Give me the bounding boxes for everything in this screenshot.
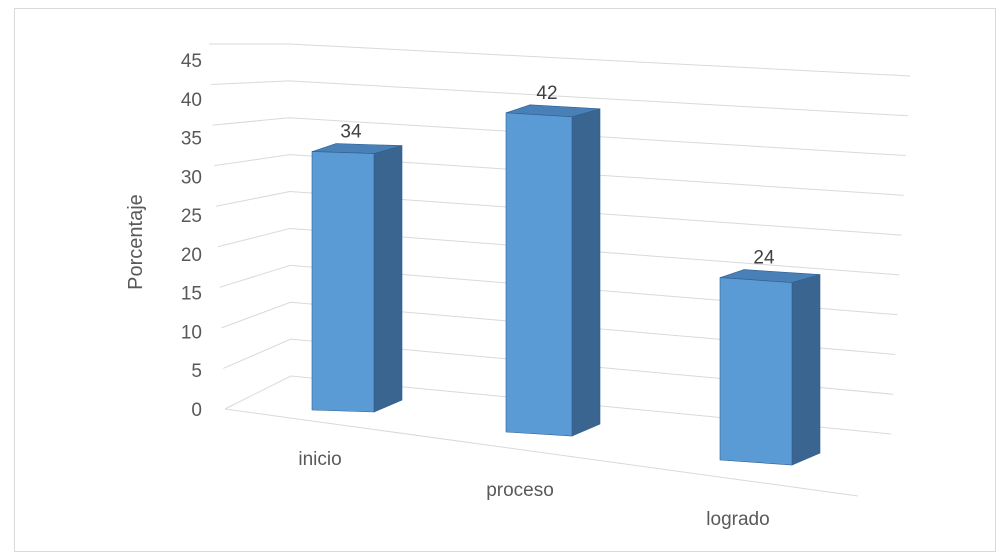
data-label: 42: [536, 83, 557, 104]
category-labels: inicio proceso logrado: [298, 449, 769, 530]
bar-side: [373, 145, 403, 413]
data-label: 34: [340, 122, 362, 143]
gridline: [214, 154, 904, 196]
gridline: [210, 80, 908, 117]
data-labels: 34 42 24: [340, 83, 775, 269]
bar-logrado: [719, 269, 821, 466]
y-tick-label: 20: [181, 245, 202, 266]
bar-side: [791, 274, 821, 466]
y-tick-label: 10: [181, 322, 202, 343]
y-tick-label: 15: [181, 284, 202, 305]
y-tick-label: 35: [181, 129, 202, 150]
y-tick-label: 40: [181, 90, 202, 111]
bar-front: [505, 112, 573, 437]
y-axis-label: Porcentaje: [125, 194, 147, 290]
data-label: 24: [753, 248, 775, 269]
gridlines: [209, 43, 911, 497]
category-label: inicio: [298, 449, 341, 470]
chart-frame: [14, 8, 996, 552]
bar-side: [571, 108, 601, 437]
category-label: proceso: [486, 480, 554, 501]
y-tick-label: 30: [181, 167, 202, 188]
gridline: [217, 227, 900, 276]
y-tick-label: 25: [181, 206, 202, 227]
gridline: [224, 375, 892, 435]
bars: [311, 104, 821, 466]
bar-proceso: [505, 104, 601, 437]
y-axis-ticks: 0 5 10 15 20 25 30 35 40 45: [181, 51, 202, 421]
gridline: [209, 43, 911, 77]
y-tick-label: 5: [191, 361, 202, 382]
y-tick-label: 0: [191, 400, 202, 421]
y-tick-label: 45: [181, 51, 202, 72]
bar-inicio: [311, 143, 403, 413]
gridline: [219, 264, 898, 316]
category-label: logrado: [706, 509, 769, 530]
gridline: [221, 301, 896, 355]
floor-edge: [224, 408, 859, 497]
gridline: [216, 191, 902, 236]
gridline: [223, 338, 894, 395]
gridline: [212, 117, 906, 157]
bar-front: [719, 277, 793, 466]
bar-front: [311, 151, 375, 413]
